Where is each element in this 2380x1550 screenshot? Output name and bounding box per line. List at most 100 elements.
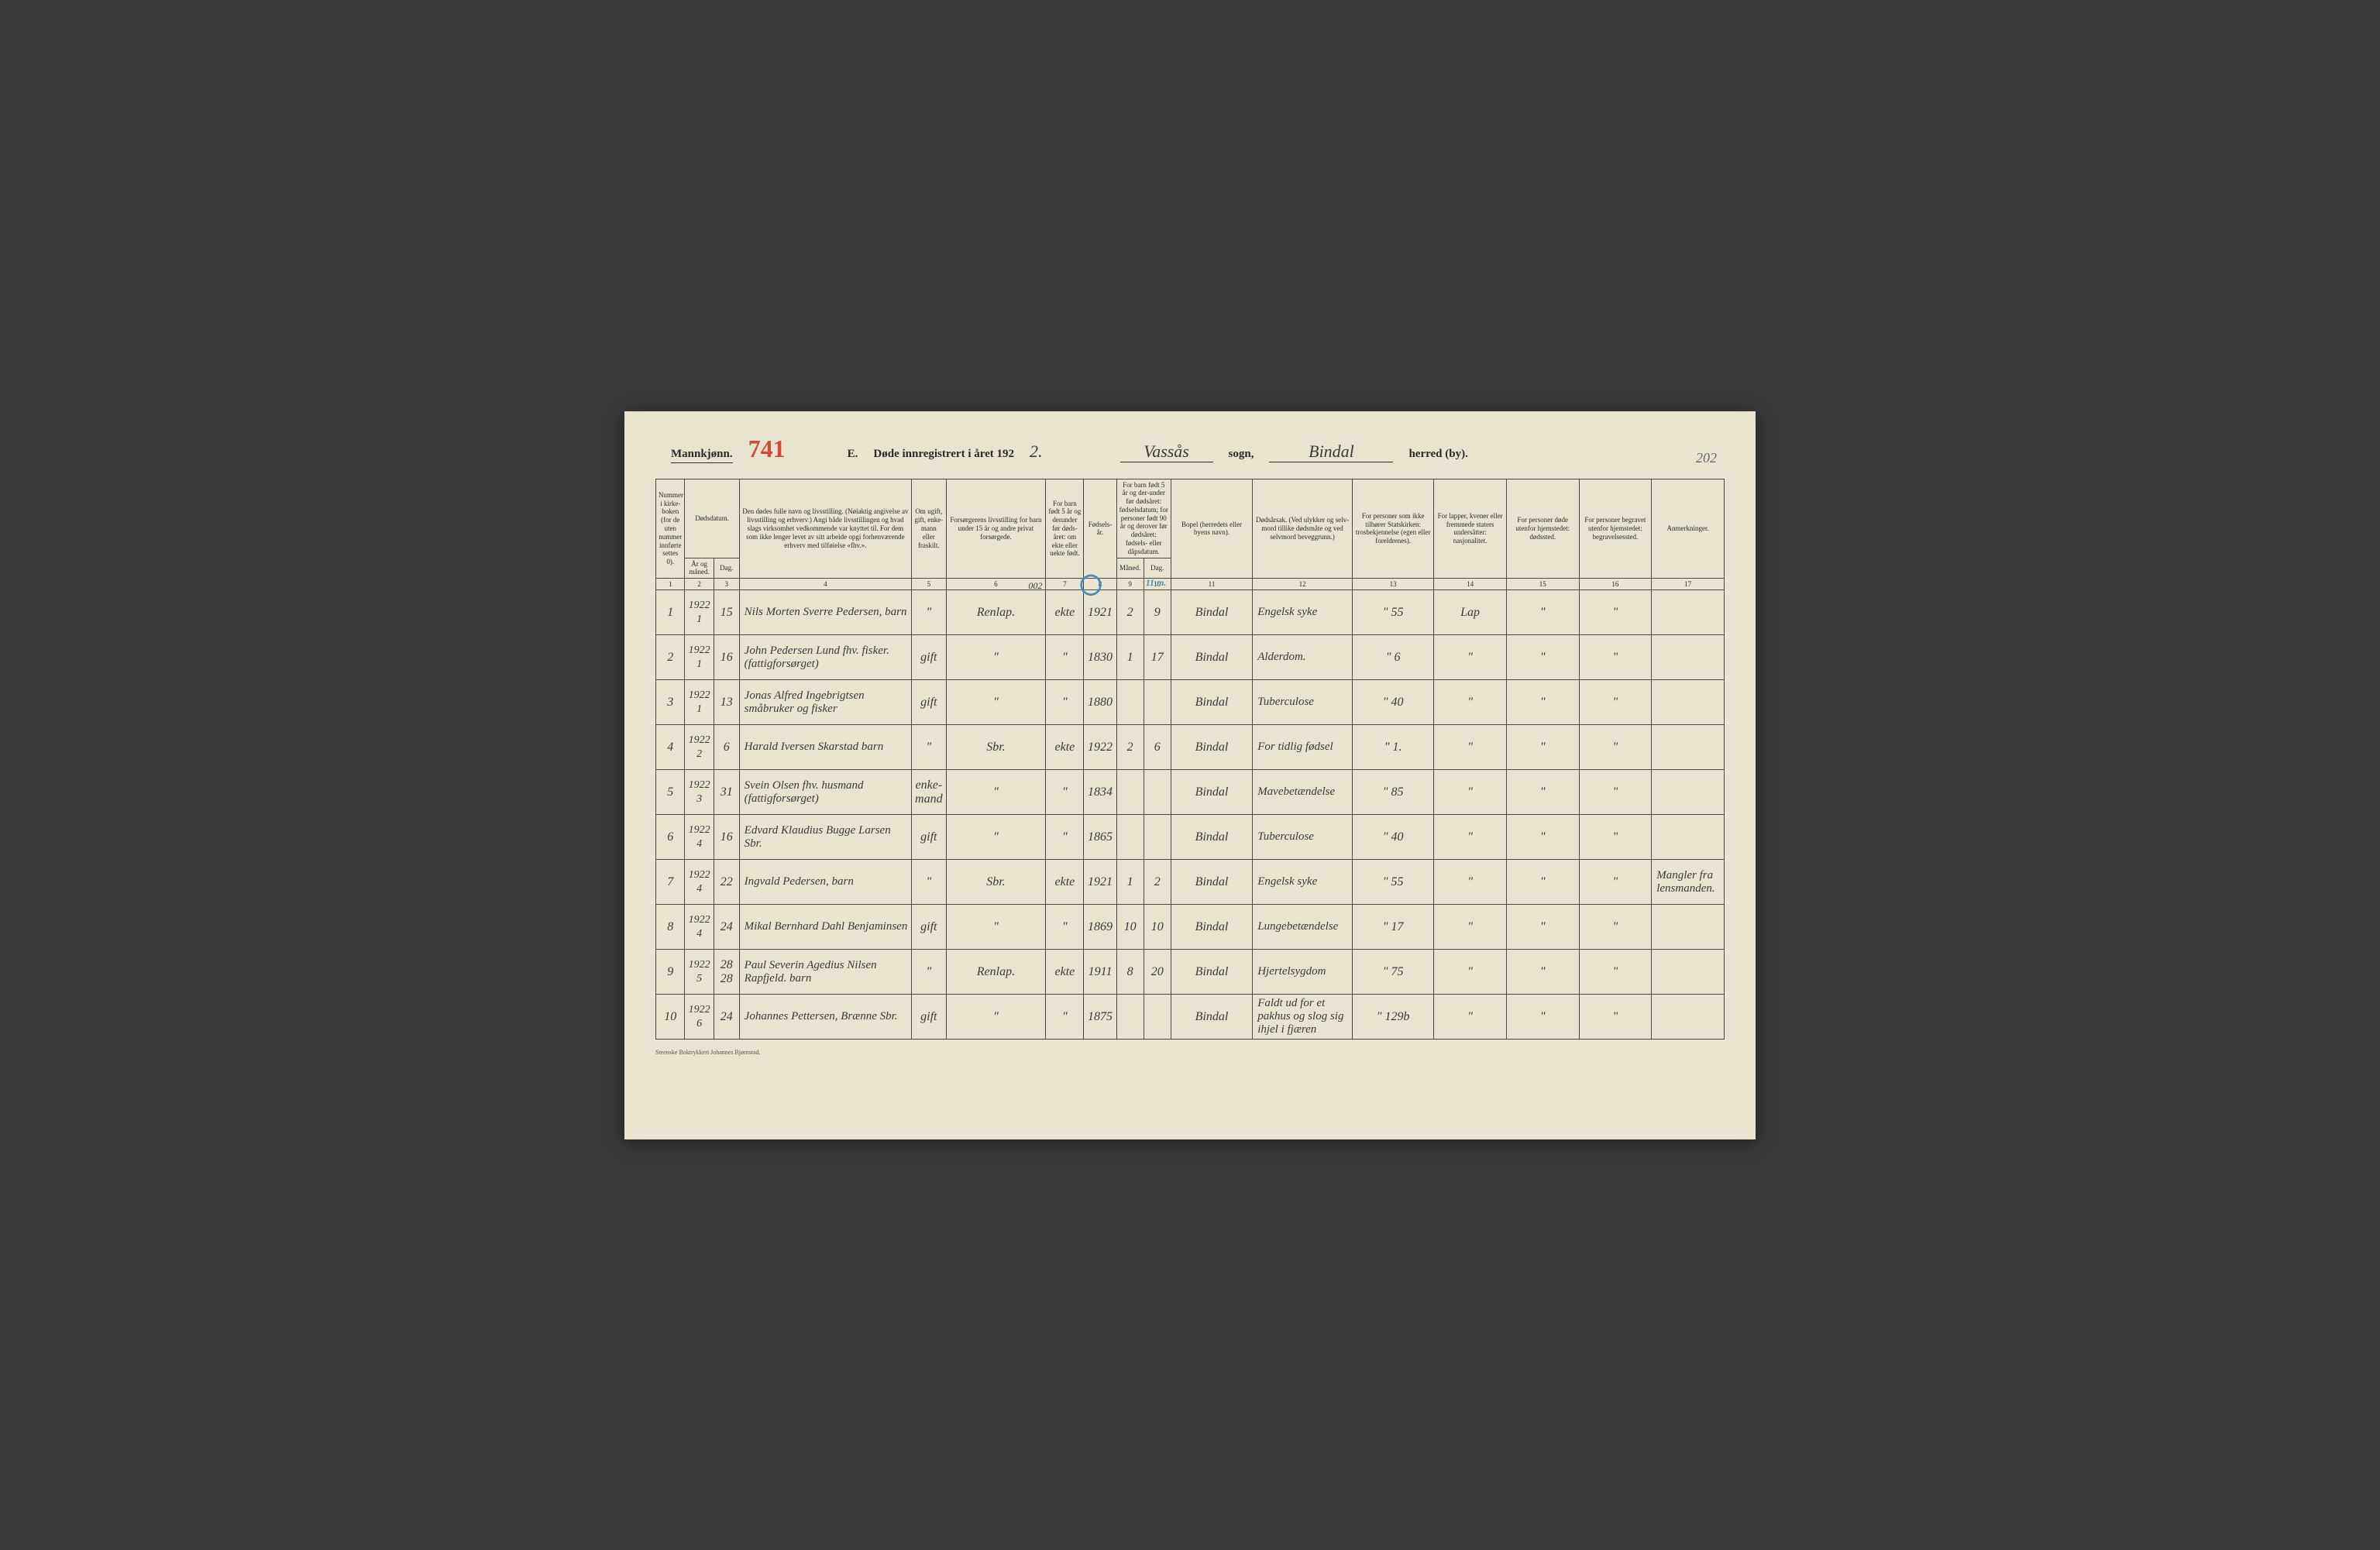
cell: " bbox=[946, 905, 1046, 950]
cell: For tidlig fødsel bbox=[1253, 725, 1353, 770]
cell: Mikal Bernhard Dahl Benjaminsen bbox=[739, 905, 911, 950]
cell: 1834 bbox=[1084, 770, 1116, 815]
col-header: For personer begravet utenfor hjemstedet… bbox=[1579, 479, 1652, 579]
cell: " bbox=[1046, 995, 1084, 1040]
cell: 2 bbox=[656, 635, 685, 680]
cell bbox=[1144, 680, 1171, 725]
cell: Hjertelsygdom bbox=[1253, 950, 1353, 995]
col-num: 5 bbox=[912, 579, 946, 590]
cell: 1880 bbox=[1084, 680, 1116, 725]
cell: Sbr. bbox=[946, 860, 1046, 905]
cell: 9 bbox=[1144, 590, 1171, 635]
death-register-table: Nummer i kirke-boken (for de uten nummer… bbox=[655, 479, 1725, 1040]
col-header: Dødsårsak. (Ved ulykker og selv-mord til… bbox=[1253, 479, 1353, 579]
cell: Bindal bbox=[1171, 680, 1252, 725]
cell bbox=[1652, 815, 1725, 860]
cell: ekte bbox=[1046, 590, 1084, 635]
col-header: Forsørgerens livsstilling for barn under… bbox=[946, 479, 1046, 579]
cell: Ingvald Pedersen, barn bbox=[739, 860, 911, 905]
cell: " bbox=[912, 725, 946, 770]
cell: " bbox=[1506, 995, 1579, 1040]
cell: ekte bbox=[1046, 950, 1084, 995]
cell: " bbox=[946, 995, 1046, 1040]
cell: " bbox=[912, 860, 946, 905]
cell: " bbox=[946, 635, 1046, 680]
cell: " bbox=[1046, 680, 1084, 725]
col-num: 16 bbox=[1579, 579, 1652, 590]
cell bbox=[1652, 680, 1725, 725]
page-number-red: 741 bbox=[748, 435, 786, 463]
cell: 19222 bbox=[685, 725, 714, 770]
cell: " bbox=[1506, 860, 1579, 905]
cell: " bbox=[1506, 905, 1579, 950]
col-header: Om ugift, gift, enke-mann eller fraskilt… bbox=[912, 479, 946, 579]
cell: gift bbox=[912, 905, 946, 950]
corner-note: 202 bbox=[1696, 450, 1717, 466]
col-num: 10 11 m. bbox=[1144, 579, 1171, 590]
table-row: 51922331Svein Olsen fhv. husmand (fattig… bbox=[656, 770, 1725, 815]
note-002: 002 bbox=[1028, 580, 1042, 592]
cell: Sbr. bbox=[946, 725, 1046, 770]
cell: " bbox=[1434, 950, 1507, 995]
cell: " bbox=[1434, 725, 1507, 770]
cell: Engelsk syke bbox=[1253, 590, 1353, 635]
cell: Bindal bbox=[1171, 950, 1252, 995]
cell: 1830 bbox=[1084, 635, 1116, 680]
cell: " bbox=[1434, 905, 1507, 950]
col-subheader: Dag. bbox=[1144, 558, 1171, 579]
cell: " bbox=[1434, 815, 1507, 860]
col-header: Fødsels-år. bbox=[1084, 479, 1116, 579]
cell: " bbox=[1506, 950, 1579, 995]
cell: Mangler fra lensmanden. bbox=[1652, 860, 1725, 905]
cell: 2 bbox=[1116, 590, 1144, 635]
cell: Johannes Pettersen, Brænne Sbr. bbox=[739, 995, 911, 1040]
table-body: 11922115Nils Morten Sverre Pedersen, bar… bbox=[656, 590, 1725, 1040]
cell: " 17 bbox=[1352, 905, 1433, 950]
cell bbox=[1144, 995, 1171, 1040]
cell: 8 bbox=[1116, 950, 1144, 995]
form-letter: E. bbox=[848, 448, 858, 461]
cell bbox=[1652, 725, 1725, 770]
cell: 20 bbox=[1144, 950, 1171, 995]
cell: " bbox=[946, 815, 1046, 860]
cell: Bindal bbox=[1171, 905, 1252, 950]
col-num: 13 bbox=[1352, 579, 1433, 590]
cell: 19226 bbox=[685, 995, 714, 1040]
cell: " bbox=[1579, 680, 1652, 725]
cell: 6 bbox=[714, 725, 739, 770]
col-subheader: Måned. bbox=[1116, 558, 1144, 579]
cell: " 55 bbox=[1352, 860, 1433, 905]
cell: " 1. bbox=[1352, 725, 1433, 770]
cell: 13 bbox=[714, 680, 739, 725]
cell: 19221 bbox=[685, 635, 714, 680]
cell: 19225 bbox=[685, 950, 714, 995]
cell: 10 bbox=[1144, 905, 1171, 950]
cell: 19224 bbox=[685, 905, 714, 950]
cell: ekte bbox=[1046, 860, 1084, 905]
col-header: For lapper, kvener eller fremmede stater… bbox=[1434, 479, 1507, 579]
cell: " bbox=[1506, 680, 1579, 725]
cell: " bbox=[1434, 995, 1507, 1040]
cell: Svein Olsen fhv. husmand (fattigforsørge… bbox=[739, 770, 911, 815]
cell: Mavebetændelse bbox=[1253, 770, 1353, 815]
cell: " 75 bbox=[1352, 950, 1433, 995]
sogn-label: sogn, bbox=[1229, 448, 1254, 461]
cell: Bindal bbox=[1171, 995, 1252, 1040]
cell: 15 bbox=[714, 590, 739, 635]
col-header: Dødsdatum. bbox=[685, 479, 739, 558]
cell bbox=[1116, 815, 1144, 860]
cell: Alderdom. bbox=[1253, 635, 1353, 680]
cell: " bbox=[1579, 860, 1652, 905]
cell: 31 bbox=[714, 770, 739, 815]
cell: Bindal bbox=[1171, 860, 1252, 905]
cell: Engelsk syke bbox=[1253, 860, 1353, 905]
table-row: 4192226Harald Iversen Skarstad barn"Sbr.… bbox=[656, 725, 1725, 770]
cell bbox=[1116, 995, 1144, 1040]
col-subheader: Dag. bbox=[714, 558, 739, 579]
cell: John Pedersen Lund fhv. fisker. (fattigf… bbox=[739, 635, 911, 680]
col-header: For personer døde utenfor hjemstedet: dø… bbox=[1506, 479, 1579, 579]
cell: " bbox=[1579, 635, 1652, 680]
col-num: 12 bbox=[1253, 579, 1353, 590]
cell: " 6 bbox=[1352, 635, 1433, 680]
cell bbox=[1652, 905, 1725, 950]
